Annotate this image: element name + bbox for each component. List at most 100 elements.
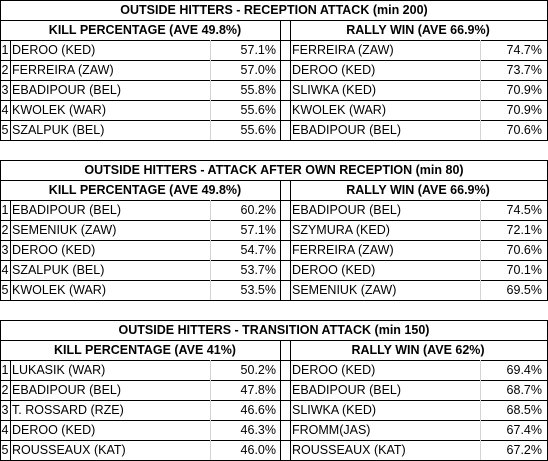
- table-border: [280, 340, 281, 460]
- stats-section: OUTSIDE HITTERS - ATTACK AFTER OWN RECEP…: [0, 160, 548, 301]
- table-border: [0, 160, 1, 301]
- rally-win-value: 69.5%: [506, 283, 542, 297]
- rally-win-value: 69.4%: [506, 363, 542, 377]
- kill-player-name: KWOLEK (WAR): [12, 103, 106, 117]
- rally-win-value: 70.6%: [506, 243, 542, 257]
- rank-cell: 4: [1, 103, 9, 117]
- rally-win-value: 74.7%: [506, 43, 542, 57]
- rank-cell: 3: [1, 83, 9, 97]
- table-border: [0, 200, 548, 201]
- rally-win-header: RALLY WIN (AVE 66.9%): [346, 23, 490, 37]
- rank-cell: 1: [1, 43, 9, 57]
- table-border: [210, 40, 211, 140]
- table-row: 5 SZALPUK (BEL) 55.6% EBADIPOUR (BEL) 70.6%: [0, 120, 548, 140]
- rally-win-value: 70.9%: [506, 103, 542, 117]
- rally-player-name: SLIWKA (KED): [292, 403, 377, 417]
- kill-percentage-value: 53.7%: [240, 263, 276, 277]
- kill-player-name: ROUSSEAUX (KAT): [12, 443, 126, 457]
- section-title-row: OUTSIDE HITTERS - ATTACK AFTER OWN RECEP…: [0, 160, 548, 180]
- rally-player-name: DEROO (KED): [292, 63, 376, 77]
- column-header-row: KILL PERCENTAGE (AVE 49.8%) RALLY WIN (AV…: [0, 20, 548, 40]
- table-border: [0, 360, 548, 361]
- table-border: [0, 380, 548, 381]
- table-row: 2 SEMENIUK (ZAW) 57.1% SZYMURA (KED) 72.1%: [0, 220, 548, 240]
- kill-percentage-value: 57.0%: [240, 63, 276, 77]
- table-border: [480, 200, 481, 300]
- kill-percentage-header: KILL PERCENTAGE (AVE 41%): [54, 343, 236, 357]
- table-row: 5 KWOLEK (WAR) 53.5% SEMENIUK (ZAW) 69.5%: [0, 280, 548, 300]
- kill-player-name: EBADIPOUR (BEL): [12, 203, 122, 217]
- kill-percentage-header: KILL PERCENTAGE (AVE 49.8%): [48, 23, 242, 37]
- table-border: [210, 360, 211, 460]
- column-header-row: KILL PERCENTAGE (AVE 41%) RALLY WIN (AVE …: [0, 340, 548, 360]
- kill-percentage-value: 55.6%: [240, 123, 276, 137]
- table-border: [0, 400, 548, 401]
- rally-win-value: 70.6%: [506, 123, 542, 137]
- rank-cell: 5: [1, 123, 9, 137]
- table-row: 4 KWOLEK (WAR) 55.6% KWOLEK (WAR) 70.9%: [0, 100, 548, 120]
- section-title: OUTSIDE HITTERS - RECEPTION ATTACK (min …: [120, 3, 428, 17]
- table-border: [0, 340, 548, 341]
- kill-percentage-value: 60.2%: [240, 203, 276, 217]
- table-border: [10, 200, 11, 300]
- table-border: [480, 40, 481, 140]
- rally-win-value: 67.2%: [506, 443, 542, 457]
- rally-win-value: 74.5%: [506, 203, 542, 217]
- table-border: [0, 420, 548, 421]
- kill-player-name: SZALPUK (BEL): [12, 123, 105, 137]
- section-title: OUTSIDE HITTERS - ATTACK AFTER OWN RECEP…: [84, 163, 464, 177]
- kill-player-name: DEROO (KED): [12, 43, 96, 57]
- table-border: [0, 120, 548, 121]
- table-border: [290, 340, 291, 460]
- section-title-row: OUTSIDE HITTERS - RECEPTION ATTACK (min …: [0, 0, 548, 20]
- table-border: [280, 20, 281, 140]
- table-border: [0, 0, 548, 1]
- rally-player-name: FERREIRA (ZAW): [292, 43, 394, 57]
- kill-percentage-value: 50.2%: [240, 363, 276, 377]
- kill-percentage-value: 46.3%: [240, 423, 276, 437]
- rally-player-name: DEROO (KED): [292, 263, 376, 277]
- rally-player-name: KWOLEK (WAR): [292, 103, 386, 117]
- kill-player-name: DEROO (KED): [12, 423, 96, 437]
- rally-player-name: EBADIPOUR (BEL): [292, 383, 402, 397]
- table-border: [0, 300, 548, 301]
- stats-section: OUTSIDE HITTERS - TRANSITION ATTACK (min…: [0, 320, 548, 461]
- table-border: [0, 180, 548, 181]
- table-border: [290, 180, 291, 300]
- rally-player-name: SZYMURA (KED): [292, 223, 390, 237]
- table-border: [0, 320, 548, 321]
- rank-cell: 1: [1, 203, 9, 217]
- rally-win-header: RALLY WIN (AVE 62%): [351, 343, 485, 357]
- kill-player-name: SZALPUK (BEL): [12, 263, 105, 277]
- table-border: [0, 240, 548, 241]
- kill-player-name: T. ROSSARD (RZE): [12, 403, 124, 417]
- section-title-row: OUTSIDE HITTERS - TRANSITION ATTACK (min…: [0, 320, 548, 340]
- table-border: [290, 20, 291, 140]
- table-row: 1 EBADIPOUR (BEL) 60.2% EBADIPOUR (BEL) 74.5…: [0, 200, 548, 220]
- table-row: 4 SZALPUK (BEL) 53.7% DEROO (KED) 70.1%: [0, 260, 548, 280]
- kill-player-name: DEROO (KED): [12, 243, 96, 257]
- table-border: [0, 260, 548, 261]
- rally-win-value: 67.4%: [506, 423, 542, 437]
- table-border: [0, 320, 1, 461]
- table-row: 2 EBADIPOUR (BEL) 47.8% EBADIPOUR (BEL) 68.7…: [0, 380, 548, 400]
- kill-percentage-value: 55.6%: [240, 103, 276, 117]
- table-border: [0, 60, 548, 61]
- rally-win-value: 72.1%: [506, 223, 542, 237]
- table-row: 5 ROUSSEAUX (KAT) 46.0% ROUSSEAUX (KAT) 67.2…: [0, 440, 548, 460]
- kill-percentage-header: KILL PERCENTAGE (AVE 49.8%): [48, 183, 242, 197]
- rank-cell: 5: [1, 443, 9, 457]
- rally-win-value: 70.1%: [506, 263, 542, 277]
- table-border: [0, 80, 548, 81]
- rally-player-name: FROMM(JAS): [292, 423, 371, 437]
- kill-percentage-value: 46.0%: [240, 443, 276, 457]
- kill-percentage-value: 55.8%: [240, 83, 276, 97]
- table-row: 3 EBADIPOUR (BEL) 55.8% SLIWKA (KED) 70.9%: [0, 80, 548, 100]
- rank-cell: 5: [1, 283, 9, 297]
- rally-player-name: SEMENIUK (ZAW): [292, 283, 397, 297]
- rank-cell: 1: [1, 363, 9, 377]
- table-border: [480, 360, 481, 460]
- rank-cell: 2: [1, 223, 9, 237]
- table-border: [0, 0, 1, 141]
- rank-cell: 2: [1, 63, 9, 77]
